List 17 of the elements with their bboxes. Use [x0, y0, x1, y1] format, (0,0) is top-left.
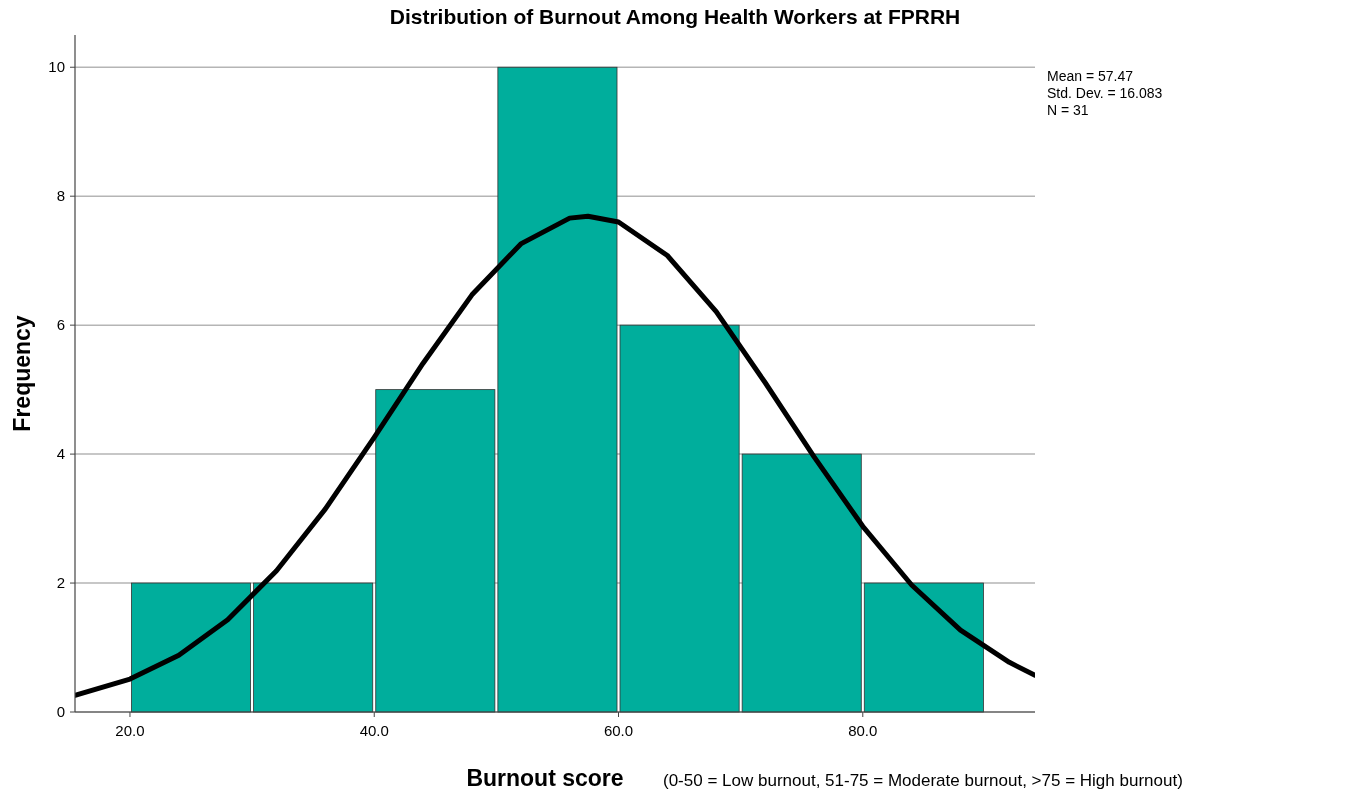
y-tick-label: 8	[56, 187, 65, 205]
y-tick-label: 0	[56, 703, 65, 721]
x-tick-label: 80.0	[848, 722, 878, 739]
text: Mean = 57.47	[1047, 68, 1134, 84]
y-tick-label: 2	[56, 574, 65, 592]
text: Std. Dev. = 16.083	[1047, 85, 1163, 101]
text: (0-50 = Low burnout, 51-75 = Moderate burnout, >75 = High burnout)	[663, 771, 1183, 790]
y-tick-label: 10	[48, 58, 65, 76]
y-tick-label: 6	[56, 316, 65, 334]
chart-title: Distribution of Burnout Among Health Workers at FPRRH	[389, 5, 961, 28]
text: N = 31	[1047, 102, 1089, 118]
x-axis-title: Burnout score	[466, 765, 624, 791]
y-axis-title: Frequency	[9, 315, 36, 432]
x-tick-label: 20.0	[115, 722, 145, 739]
y-tick-label: 4	[56, 445, 65, 463]
x-tick-label: 40.0	[359, 722, 389, 739]
x-tick-label: 60.0	[603, 722, 634, 739]
